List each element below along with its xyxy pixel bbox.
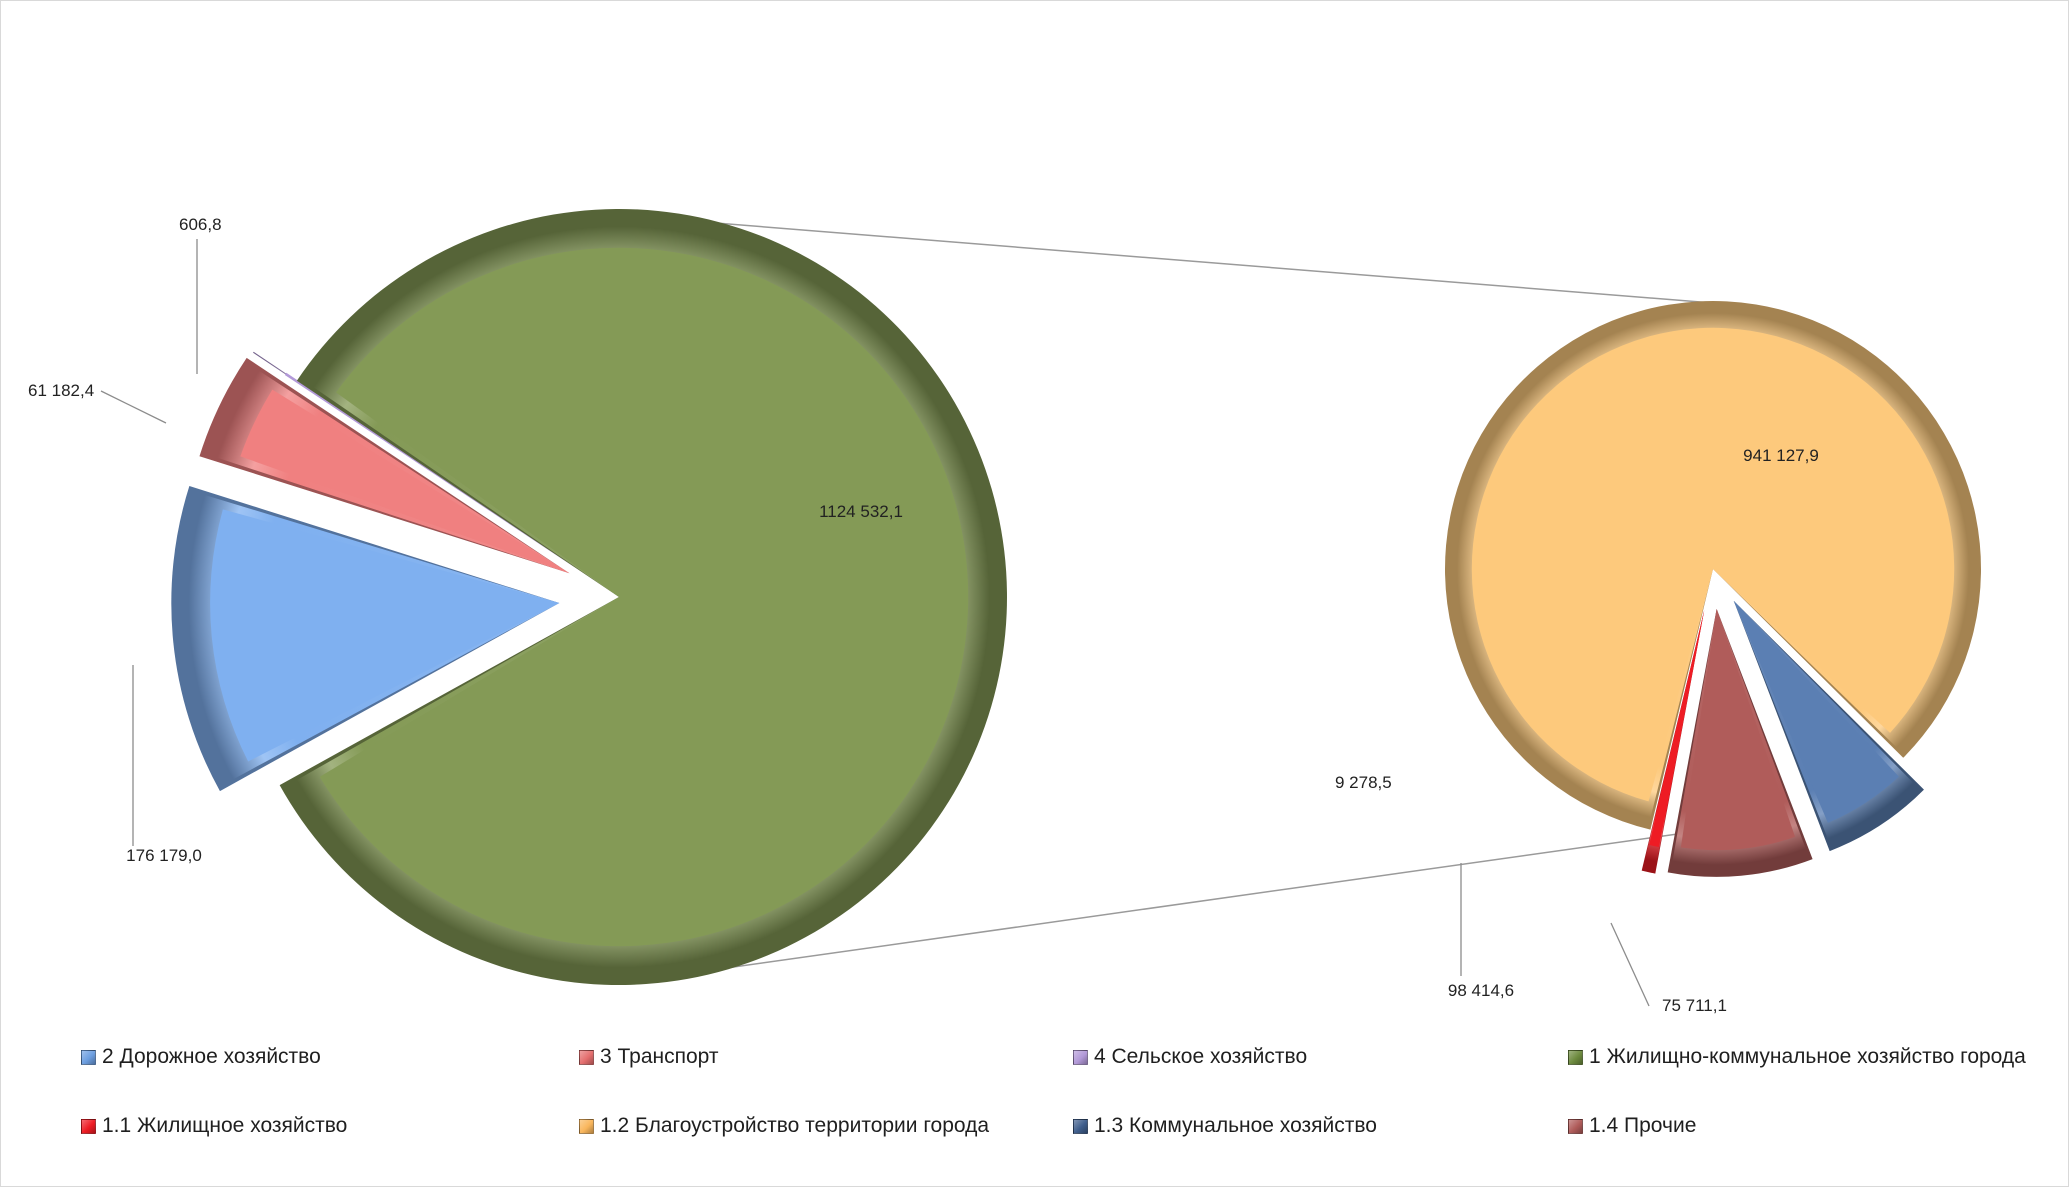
legend-label: 3 Транспорт: [600, 1045, 719, 1068]
legend-label: 1 Жилищно-коммунальное хозяйство города: [1589, 1045, 2026, 1068]
legend-swatch: [81, 1118, 96, 1134]
legend-item: 1.3 Коммунальное хозяйство: [1073, 1114, 1377, 1138]
main-pie: [171, 208, 1007, 985]
main-pie-slice-2[interactable]: [199, 357, 570, 574]
legend-label: 2 Дорожное хозяйство: [102, 1045, 321, 1068]
secondary-leader-line-2: [1610, 922, 1650, 1007]
secondary-pie-slice-1[interactable]: [1444, 301, 1981, 830]
main-data-label-4: 1124 532,1: [819, 502, 903, 521]
main-data-label-3: 606,8: [179, 215, 222, 234]
chart-legend: 2 Дорожное хозяйство 3 Транспорт 4 Сельско…: [1, 1031, 2069, 1181]
legend-item: 1 Жилищно-коммунальное хозяйство города: [1568, 1045, 2026, 1069]
secondary-data-label-4: 9 278,5: [1335, 773, 1392, 792]
legend-item: 1.4 Прочие: [1568, 1114, 1696, 1138]
legend-item: 1.1 Жилищное хозяйство: [81, 1114, 347, 1138]
secondary-pie: [1444, 301, 1981, 877]
legend-item: 3 Транспорт: [579, 1045, 719, 1069]
legend-swatch: [81, 1049, 96, 1065]
legend-swatch: [579, 1118, 594, 1134]
legend-swatch: [1073, 1049, 1088, 1065]
legend-item: 4 Сельское хозяйство: [1073, 1045, 1307, 1069]
main-pie-slice-3[interactable]: [253, 351, 576, 569]
main-pie-slice-1[interactable]: [171, 485, 560, 792]
connector-bottom: [690, 828, 1714, 974]
secondary-data-label-2: 75 711,1: [1662, 996, 1727, 1015]
legend-item: 2 Дорожное хозяйство: [81, 1045, 321, 1069]
main-data-label-1: 176 179,0: [126, 846, 202, 865]
secondary-data-label-1: 941 127,9: [1743, 446, 1819, 465]
legend-item: 1.2 Благоустройство территории города: [579, 1114, 989, 1138]
main-pie-slice-4[interactable]: [279, 208, 1007, 985]
legend-label: 1.4 Прочие: [1589, 1114, 1697, 1137]
data-labels: 176 179,0 61 182,4 606,8 1124 532,1 941 127,…: [28, 215, 1819, 1015]
secondary-pie-slice-3[interactable]: [1667, 608, 1813, 877]
connector-top: [690, 220, 1714, 304]
main-leader-line-2: [100, 390, 167, 424]
legend-label: 1.3 Коммунальное хозяйство: [1094, 1114, 1377, 1137]
pie-connector-lines: [690, 220, 1714, 974]
legend-swatch: [579, 1049, 594, 1065]
secondary-pie-slice-4[interactable]: [1641, 610, 1705, 874]
legend-label: 1.1 Жилищное хозяйство: [102, 1114, 348, 1137]
legend-label: 4 Сельское хозяйство: [1094, 1045, 1308, 1068]
legend-swatch: [1568, 1049, 1583, 1065]
legend-label: 1.2 Благоустройство территории города: [600, 1114, 990, 1137]
secondary-pie-slice-2[interactable]: [1733, 600, 1924, 852]
legend-swatch: [1568, 1118, 1583, 1134]
secondary-data-label-3: 98 414,6: [1448, 981, 1514, 1000]
legend-swatch: [1073, 1118, 1088, 1134]
main-data-label-2: 61 182,4: [28, 381, 94, 400]
